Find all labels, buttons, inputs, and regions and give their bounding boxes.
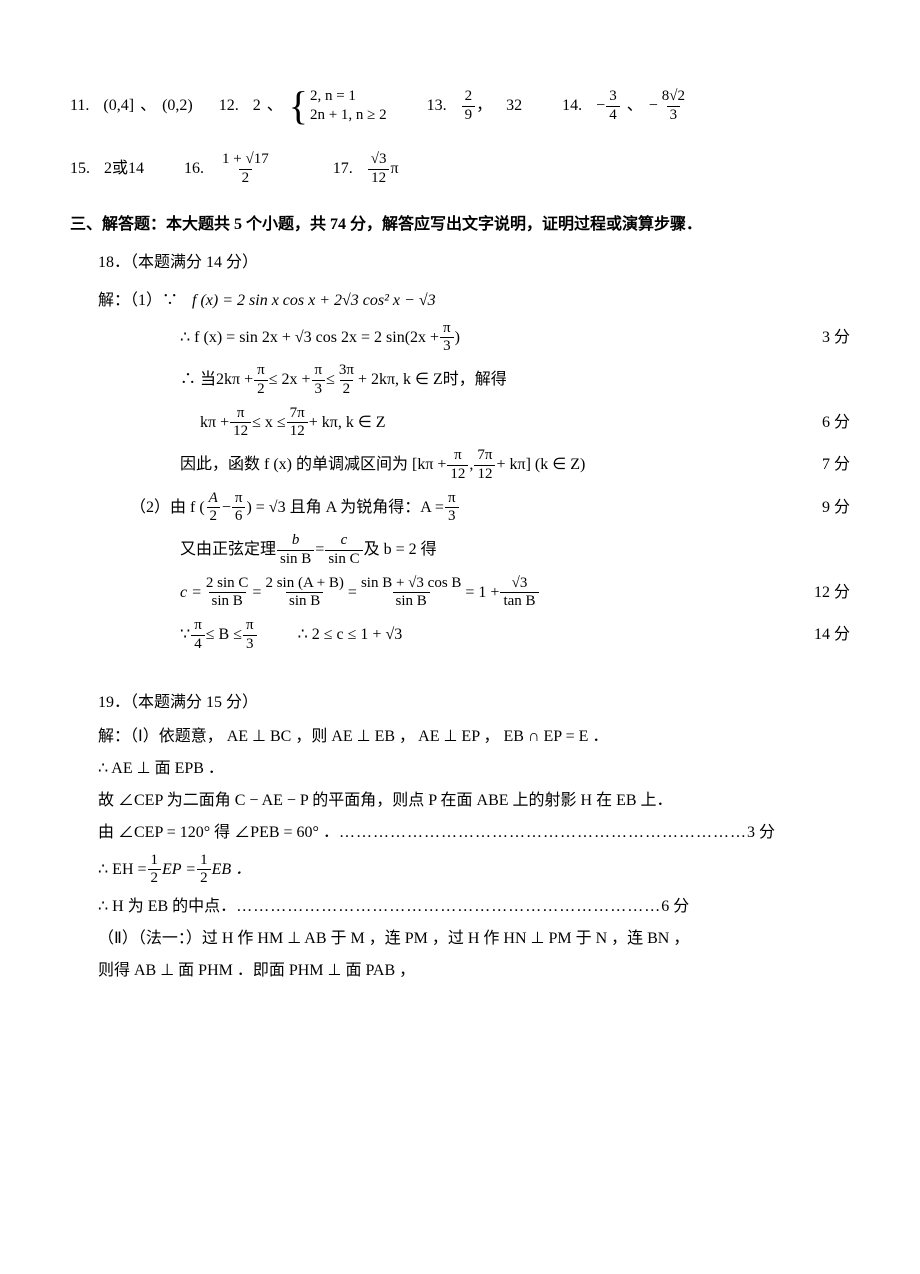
q18-l1-pre: 解：（1）∵: [98, 289, 178, 313]
q19-l8: 则得 AB ⊥ 面 PHM ．即面 PHM ⊥ 面 PAB ，: [70, 959, 850, 983]
q19-l6: ∴ H 为 EB 的中点． ………………………………………………………………… …: [70, 895, 850, 919]
score-6: 6 分: [792, 411, 850, 435]
a16-frac: 1 + √17 2: [219, 152, 272, 187]
a13-num: 13.: [427, 94, 447, 118]
q18-l5: 因此，函数 f (x) 的单调减区间为 [kπ + π12 , 7π12 + k…: [70, 448, 850, 483]
a15-v: 2或14: [104, 157, 144, 181]
a14-frac1: 3 4: [606, 89, 620, 124]
q18-l1-fx: f (x) = 2 sin x cos x + 2√3 cos² x − √3: [192, 289, 436, 313]
score-3: 3 分: [792, 326, 850, 350]
a17-num: 17.: [333, 157, 353, 181]
q18-l8: c = 2 sin Csin B = 2 sin (A + B)sin B = …: [70, 576, 850, 611]
q19-l7: （Ⅱ）（法一：）过 H 作 HM ⊥ AB 于 M ，连 PM ，过 H 作 H…: [70, 927, 850, 951]
q18-l1: 解：（1）∵ f (x) = 2 sin x cos x + 2√3 cos² …: [70, 289, 850, 313]
a13-frac: 2 9: [462, 89, 476, 124]
score-7: 7 分: [792, 453, 850, 477]
a11-num: 11.: [70, 94, 89, 118]
q18-l6: （2）由 f ( A2 − π6 ) = √3 且角 A 为锐角得：A = π3…: [70, 491, 850, 526]
a15-num: 15.: [70, 157, 90, 181]
a12-lead: 2: [253, 94, 261, 118]
q18-l4: kπ + π12 ≤ x ≤ 7π12 + kπ, k ∈ Z 6 分: [70, 406, 850, 441]
sep: 、: [627, 94, 643, 118]
sep: 、: [140, 94, 156, 118]
q19-l5: ∴ EH = 12 EP = 12 EB ．: [70, 853, 850, 888]
q18-l2: ∴ f (x) = sin 2x + √3 cos 2x = 2 sin(2x …: [70, 321, 850, 356]
neg: −: [596, 94, 605, 118]
answers-row-1: 11. (0,4] 、 (0,2) 12. 2 、 { 2, n = 1 2n …: [70, 86, 850, 126]
section-3-title: 三、解答题：本大题共 5 个小题，共 74 分，解答应写出文字说明，证明过程或演…: [70, 213, 850, 237]
sep: 、: [267, 94, 283, 118]
q18-header: 18．（本题满分 14 分）: [70, 251, 850, 275]
a11-v1: (0,4]: [103, 94, 134, 118]
q19-l4: 由 ∠CEP = 120° 得 ∠PEB = 60° ． ………………………………: [70, 821, 850, 845]
a14-frac2: 8√2 3: [659, 89, 688, 124]
q18-l3: ∴ 当2kπ + π2 ≤ 2x + π3 ≤ 3π2 + 2kπ, k ∈ Z…: [70, 363, 850, 398]
q18-l9: ∵ π4 ≤ B ≤ π3 ∴ 2 ≤ c ≤ 1 + √3 14 分: [70, 618, 850, 653]
a12-case1: 2, n = 1: [310, 87, 387, 106]
answers-row-2: 15. 2或14 16. 1 + √17 2 17. √3 12 π: [70, 152, 850, 187]
q19-l3: 故 ∠CEP 为二面角 C − AE − P 的平面角，则点 P 在面 ABE …: [70, 789, 850, 813]
q18-l7: 又由正弦定理 bsin B = csin C 及 b = 2 得: [70, 533, 850, 568]
score-9: 9 分: [792, 496, 850, 520]
q18-l2-post: ): [455, 326, 460, 350]
a17-tail: π: [390, 157, 398, 181]
q19-l1: 解：（Ⅰ）依题意， AE ⊥ BC ，则 AE ⊥ EB ， AE ⊥ EP ，…: [70, 725, 850, 749]
a13-v2: 32: [506, 94, 522, 118]
a14-num: 14.: [562, 94, 582, 118]
dots: …………………………………………………………………: [236, 895, 661, 919]
q18-l2-pre: ∴ f (x) = sin 2x + √3 cos 2x = 2 sin(2x …: [180, 326, 439, 350]
score-12: 12 分: [784, 581, 850, 605]
a11-v2: (0,2): [162, 94, 193, 118]
neg: −: [649, 94, 658, 118]
a12-case2: 2n + 1, n ≥ 2: [310, 106, 387, 125]
q19-header: 19．（本题满分 15 分）: [70, 691, 850, 715]
dots: ………………………………………………………………: [339, 821, 747, 845]
a17-frac: √3 12: [368, 152, 390, 187]
a13-comma: ，: [476, 94, 492, 118]
a12-num: 12.: [219, 94, 239, 118]
q19-l2: ∴ AE ⊥ 面 EPB ．: [70, 757, 850, 781]
a16-num: 16.: [184, 157, 204, 181]
score-3: 3 分: [747, 821, 775, 845]
a12-cases: { 2, n = 1 2n + 1, n ≥ 2: [289, 86, 387, 126]
score-14: 14 分: [784, 623, 850, 647]
score-6: 6 分: [661, 895, 689, 919]
